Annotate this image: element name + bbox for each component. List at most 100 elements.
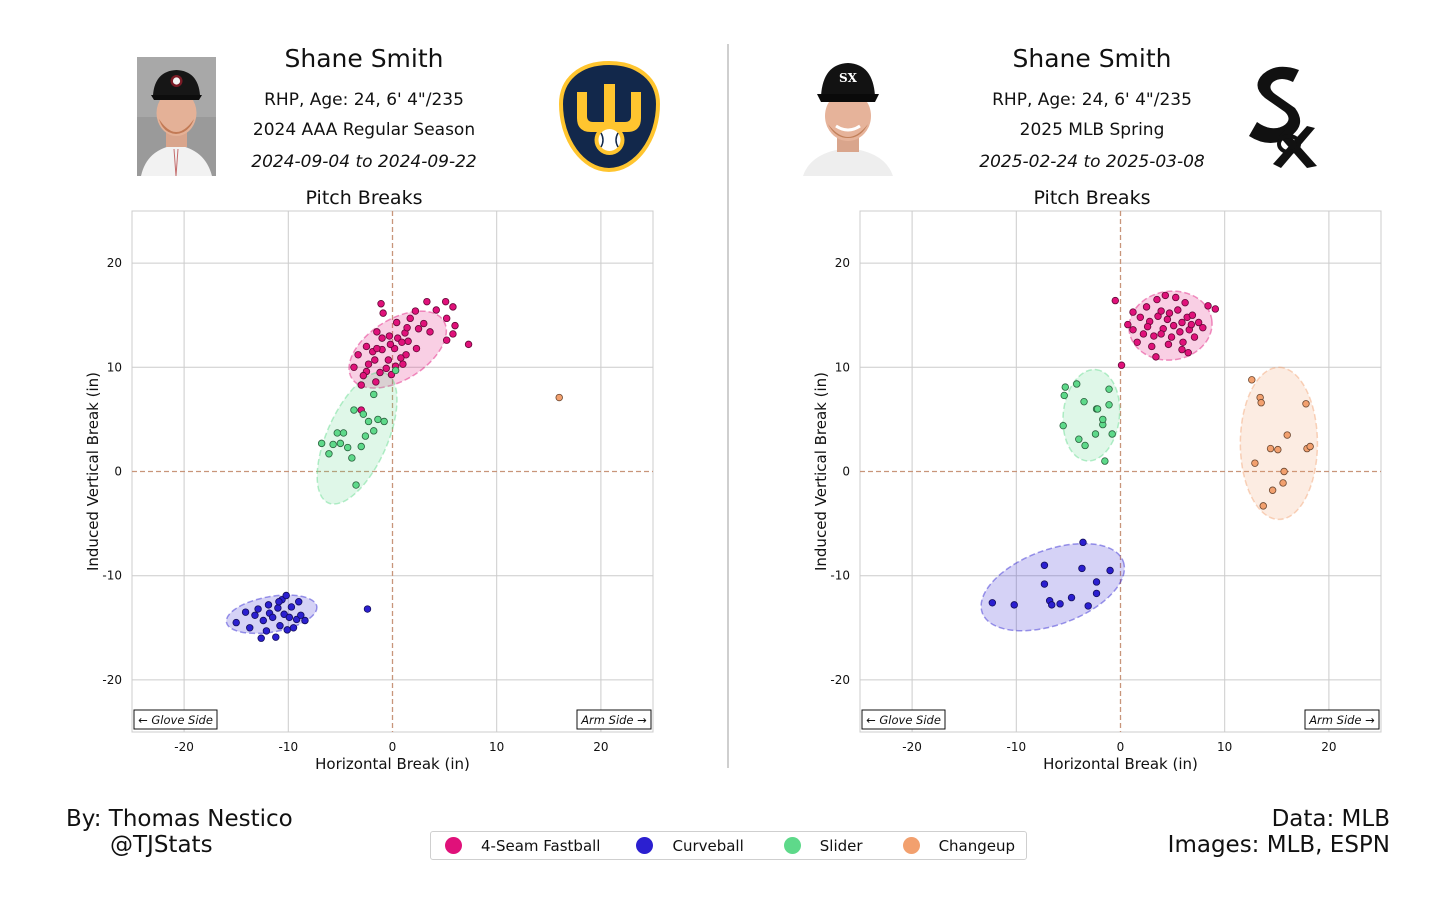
- point-curveball: [1092, 589, 1101, 598]
- right-panel: SX Shane Smith RHP, Age: 24, 6' 4"/235 2…: [728, 0, 1456, 790]
- point-fastball: [442, 336, 451, 344]
- point-changeup: [1248, 376, 1256, 384]
- point-changeup: [1306, 442, 1314, 451]
- point-fastball: [1167, 333, 1176, 341]
- point-slider: [336, 439, 345, 448]
- point-fastball: [432, 306, 440, 314]
- point-curveball: [274, 604, 282, 612]
- pitch-breaks-chart-left: -20 -10 0 10 20 -20 -10 0 10 20 Horizontal Break (…: [84, 210, 654, 773]
- point-fastball: [392, 318, 401, 327]
- point-slider: [361, 432, 370, 440]
- point-fastball: [414, 325, 423, 333]
- point-changeup: [555, 393, 563, 402]
- point-curveball: [283, 626, 291, 634]
- point-slider: [1105, 401, 1113, 409]
- point-curveball: [1048, 601, 1056, 609]
- point-curveball: [268, 613, 277, 622]
- legend-label: Changeup: [938, 836, 1016, 855]
- point-fastball: [1172, 293, 1180, 302]
- arm-side-annotation: Arm Side →: [576, 709, 652, 730]
- point-changeup: [1280, 467, 1288, 476]
- y-tick-label: 20: [107, 256, 122, 270]
- legend-item-curveball: Curveball: [636, 836, 744, 855]
- player-info: RHP, Age: 24, 6' 4"/235: [264, 90, 464, 110]
- point-fastball: [373, 328, 381, 336]
- point-fastball: [1111, 296, 1119, 305]
- point-fastball: [399, 360, 407, 368]
- y-tick-label: 10: [107, 360, 122, 374]
- point-fastball: [377, 300, 385, 308]
- point-slider: [1093, 405, 1102, 413]
- y-tick-label: 10: [835, 360, 850, 374]
- pitch-type-legend: 4-Seam Fastball Curveball Slider Changeu…: [430, 831, 1027, 860]
- point-fastball: [1133, 338, 1141, 346]
- point-slider: [1081, 441, 1089, 450]
- point-fastball: [1188, 311, 1197, 319]
- player-name: Shane Smith: [1012, 44, 1172, 73]
- point-slider: [333, 429, 341, 437]
- glove-side-label: ← Glove Side: [866, 713, 941, 727]
- point-fastball: [1204, 302, 1212, 310]
- point-fastball: [398, 338, 406, 346]
- point-fastball: [397, 354, 405, 362]
- x-tick-label: 10: [1217, 740, 1232, 754]
- point-fastball: [385, 332, 394, 340]
- point-curveball: [259, 616, 267, 625]
- point-slider: [357, 442, 365, 451]
- x-axis-label: Horizontal Break (in): [315, 755, 470, 773]
- point-fastball: [1129, 326, 1137, 334]
- player-name: Shane Smith: [284, 44, 444, 73]
- point-slider: [1061, 383, 1069, 391]
- point-curveball: [246, 624, 254, 632]
- point-slider: [1059, 421, 1067, 430]
- point-fastball: [449, 303, 457, 311]
- arm-side-label: Arm Side →: [580, 713, 647, 727]
- x-tick-label: 0: [389, 740, 397, 754]
- point-fastball: [1211, 305, 1220, 313]
- point-curveball: [262, 627, 271, 635]
- point-slider: [370, 390, 378, 399]
- white-sox-logo-icon: [1249, 66, 1317, 168]
- date-range: 2024-09-04 to 2024-09-22: [251, 152, 477, 172]
- point-changeup: [1259, 502, 1267, 510]
- point-curveball: [1078, 564, 1086, 573]
- point-changeup: [1268, 486, 1277, 494]
- point-curveball: [301, 616, 309, 625]
- point-fastball: [1164, 340, 1173, 349]
- point-fastball: [1174, 306, 1182, 314]
- player-headshot-left: [137, 57, 216, 176]
- point-fastball: [1178, 345, 1186, 354]
- point-fastball: [1142, 303, 1151, 311]
- point-slider: [352, 481, 360, 489]
- svg-text:SX: SX: [839, 71, 858, 85]
- point-curveball: [272, 633, 280, 641]
- point-fastball: [1152, 353, 1160, 361]
- point-slider: [1108, 430, 1116, 438]
- point-slider: [343, 443, 352, 452]
- legend-item-changeup: Changeup: [902, 836, 1016, 855]
- point-fastball: [1194, 318, 1203, 327]
- point-curveball: [282, 591, 290, 600]
- point-changeup: [1257, 399, 1265, 407]
- point-changeup: [1302, 400, 1310, 408]
- point-fastball: [1129, 308, 1137, 316]
- point-fastball: [1148, 342, 1156, 351]
- point-fastball: [1181, 298, 1189, 307]
- point-fastball: [362, 342, 371, 351]
- point-curveball: [287, 603, 296, 611]
- point-fastball: [382, 364, 390, 373]
- point-fastball: [371, 356, 379, 364]
- x-tick-label: 20: [593, 740, 608, 754]
- point-slider: [317, 439, 326, 448]
- changeup-marker-icon: [902, 837, 920, 854]
- point-slider: [1075, 435, 1083, 443]
- point-slider: [1099, 415, 1107, 424]
- legend-label: Curveball: [672, 836, 744, 855]
- pitch-breaks-chart-right: -20 -10 0 10 20 -20 -10 0 10 20 Horizontal Break (…: [812, 210, 1382, 773]
- point-curveball: [1040, 561, 1049, 569]
- point-fastball: [350, 363, 358, 371]
- point-changeup: [1266, 444, 1275, 453]
- legend-label: Slider: [819, 836, 863, 855]
- player-headshot-right: SX: [803, 63, 893, 176]
- arm-side-annotation: Arm Side →: [1304, 709, 1380, 730]
